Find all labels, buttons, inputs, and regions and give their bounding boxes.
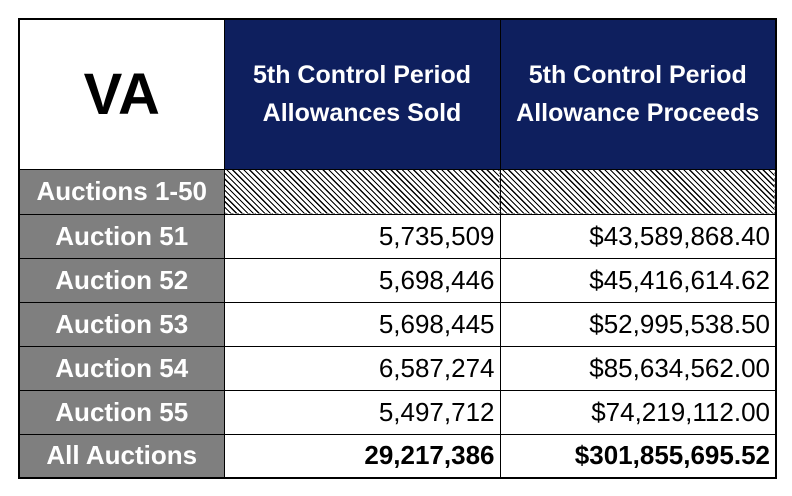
row-label: Auction 54 [18,345,225,391]
total-row: All Auctions 29,217,386 $301,855,695.52 [18,433,777,479]
row-label: Auction 53 [18,301,225,347]
allowances-sold-cell: 5,698,445 [223,301,501,347]
auction-table: VA 5th Control Period Allowances Sold 5t… [18,18,777,479]
total-label: All Auctions [18,433,225,479]
row-label: Auctions 1-50 [18,168,225,215]
proceeds-cell: $52,995,538.50 [499,301,777,347]
proceeds-cell: $85,634,562.00 [499,345,777,391]
hatched-cell [499,168,777,215]
header-row: VA 5th Control Period Allowances Sold 5t… [18,18,777,170]
table-row: Auction 51 5,735,509 $43,589,868.40 [18,213,777,259]
allowances-sold-cell: 5,735,509 [223,213,501,259]
column-header-allowance-proceeds: 5th Control Period Allowance Proceeds [499,18,777,170]
table-row: Auction 52 5,698,446 $45,416,614.62 [18,257,777,303]
total-proceeds: $301,855,695.52 [499,433,777,479]
row-label: Auction 55 [18,389,225,435]
state-label: VA [18,18,225,170]
proceeds-cell: $45,416,614.62 [499,257,777,303]
proceeds-cell: $43,589,868.40 [499,213,777,259]
column-header-allowances-sold: 5th Control Period Allowances Sold [223,18,501,170]
row-label: Auction 51 [18,213,225,259]
table-row: Auction 53 5,698,445 $52,995,538.50 [18,301,777,347]
total-allowances-sold: 29,217,386 [223,433,501,479]
table-row: Auction 55 5,497,712 $74,219,112.00 [18,389,777,435]
allowances-sold-cell: 5,497,712 [223,389,501,435]
allowances-sold-cell: 5,698,446 [223,257,501,303]
hatched-cell [223,168,501,215]
allowances-sold-cell: 6,587,274 [223,345,501,391]
row-label: Auction 52 [18,257,225,303]
table-row: Auction 54 6,587,274 $85,634,562.00 [18,345,777,391]
table-row: Auctions 1-50 [18,168,777,215]
proceeds-cell: $74,219,112.00 [499,389,777,435]
